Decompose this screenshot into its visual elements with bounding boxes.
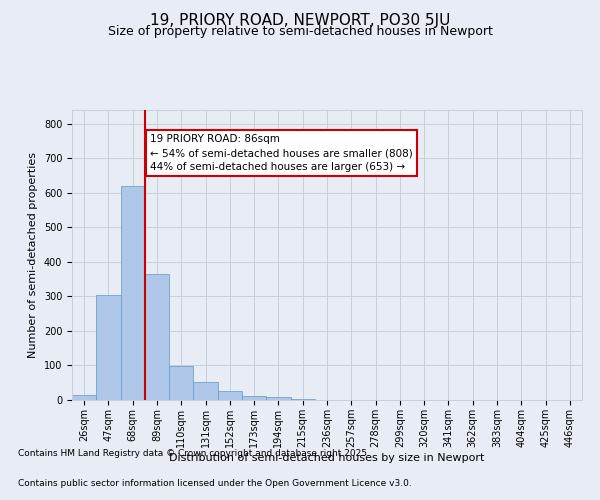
Text: Contains public sector information licensed under the Open Government Licence v3: Contains public sector information licen… [18, 478, 412, 488]
Y-axis label: Number of semi-detached properties: Number of semi-detached properties [28, 152, 38, 358]
Text: 19, PRIORY ROAD, NEWPORT, PO30 5JU: 19, PRIORY ROAD, NEWPORT, PO30 5JU [150, 12, 450, 28]
Bar [121, 186, 145, 400]
Text: 19 PRIORY ROAD: 86sqm
← 54% of semi-detached houses are smaller (808)
44% of sem: 19 PRIORY ROAD: 86sqm ← 54% of semi-deta… [150, 134, 412, 172]
X-axis label: Distribution of semi-detached houses by size in Newport: Distribution of semi-detached houses by … [169, 452, 485, 462]
Bar [145, 274, 169, 400]
Bar [242, 396, 266, 400]
Bar [290, 398, 315, 400]
Bar [193, 382, 218, 400]
Bar [218, 392, 242, 400]
Bar [266, 396, 290, 400]
Text: Contains HM Land Registry data © Crown copyright and database right 2025.: Contains HM Land Registry data © Crown c… [18, 448, 370, 458]
Text: Size of property relative to semi-detached houses in Newport: Size of property relative to semi-detach… [107, 25, 493, 38]
Bar [96, 294, 121, 400]
Bar [72, 395, 96, 400]
Bar [169, 366, 193, 400]
